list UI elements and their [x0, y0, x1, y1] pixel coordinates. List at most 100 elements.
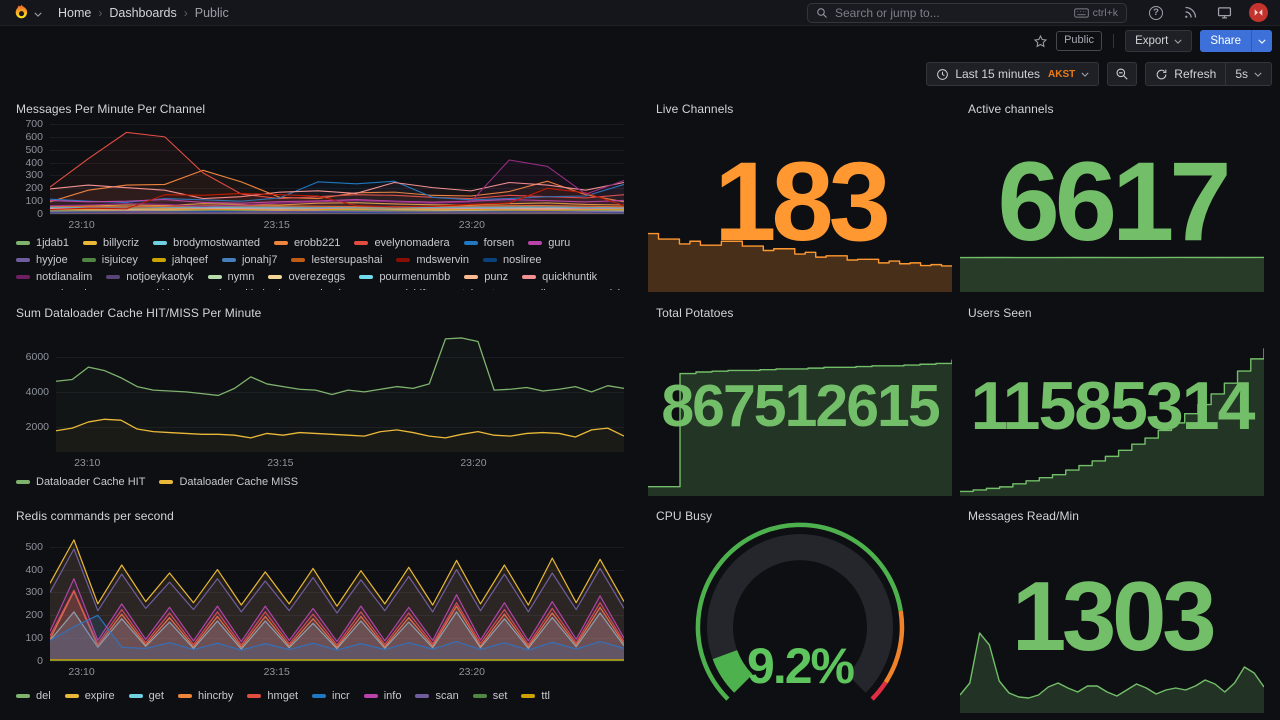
clock-icon [937, 68, 949, 80]
panel-title[interactable]: Active channels [968, 102, 1054, 116]
legend-item[interactable]: valkyrae [509, 285, 570, 291]
series-label: pourmenumbb [379, 270, 451, 283]
legend-item[interactable]: hincrby [177, 687, 233, 704]
y-axis-tick-label: 700 [25, 117, 43, 130]
news-rss-icon[interactable] [1181, 4, 1199, 22]
breadcrumb-home[interactable]: Home [58, 5, 92, 20]
time-range-picker[interactable]: Last 15 minutes AKST [926, 62, 1100, 86]
export-button[interactable]: Export [1125, 30, 1193, 52]
panel-title[interactable]: Total Potatoes [656, 306, 734, 320]
legend-item[interactable]: notdianalim [16, 268, 92, 285]
legend-item[interactable]: guru [528, 234, 570, 251]
legend-item[interactable]: evelynomadera [354, 234, 450, 251]
grafana-logo-icon [12, 3, 31, 22]
legend-item[interactable]: isjuicey [81, 251, 138, 268]
legend-item[interactable]: notjoeykaotyk [106, 268, 194, 285]
grafana-logo-menu[interactable] [12, 3, 42, 22]
legend-item[interactable]: punz [464, 268, 508, 285]
kiosk-monitor-icon[interactable] [1215, 4, 1233, 22]
series-label: evelynomadera [374, 236, 450, 249]
legend-item[interactable]: brodymostwanted [153, 234, 260, 251]
legend-item[interactable]: swordshift [359, 285, 429, 291]
series-color-swatch [16, 240, 30, 245]
legend-item[interactable]: vixl [584, 285, 620, 291]
chevron-down-icon [1174, 39, 1182, 44]
legend-item[interactable]: hyyjoe [16, 251, 68, 268]
series-color-swatch [207, 274, 222, 279]
series-label: info [383, 689, 402, 702]
legend-item[interactable]: tyburst [442, 285, 495, 291]
legend-item[interactable]: Dataloader Cache MISS [159, 473, 298, 490]
x-axis-tick-label: 23:20 [458, 665, 486, 678]
legend-item[interactable]: lestersupashai [291, 251, 382, 268]
x-axis-tick-label: 23:10 [68, 665, 95, 678]
legend-item[interactable]: Dataloader Cache HIT [16, 473, 145, 490]
sparkline[interactable] [960, 613, 1264, 713]
search-input[interactable]: Search or jump to... ctrl+k [807, 2, 1127, 23]
refresh-button[interactable]: Refresh [1146, 63, 1225, 85]
legend-item[interactable]: del [16, 687, 51, 704]
legend-item[interactable]: scan [415, 687, 459, 704]
series-label: brodymostwanted [173, 236, 260, 249]
sparkline[interactable] [648, 228, 952, 292]
legend-item[interactable]: erobb221 [273, 234, 341, 251]
legend-item[interactable]: nymn [207, 268, 254, 285]
legend-item[interactable]: quickhuntik [522, 268, 597, 285]
series-color-swatch [83, 240, 98, 245]
legend-item[interactable]: nosliree [482, 251, 542, 268]
series-label: erobb221 [293, 236, 341, 249]
legend-item[interactable]: 1jdab1 [16, 234, 69, 251]
series-label: overezeggs [288, 270, 346, 283]
zoom-out-time-button[interactable] [1107, 62, 1138, 86]
legend-item[interactable]: expire [64, 687, 115, 704]
panel-title[interactable]: Messages Per Minute Per Channel [16, 102, 206, 116]
star-favorite-button[interactable] [1033, 34, 1048, 49]
legend-item[interactable]: mdswervin [396, 251, 469, 268]
legend-item[interactable]: pourmenumbb [359, 268, 450, 285]
series-color-swatch [528, 240, 543, 245]
breadcrumb-dashboards[interactable]: Dashboards [109, 5, 177, 20]
legend-item[interactable]: get [128, 687, 164, 704]
series-label: incr [332, 689, 350, 702]
legend-item[interactable]: info [363, 687, 402, 704]
legend-item[interactable]: jahqeef [151, 251, 208, 268]
series-color-swatch [291, 257, 306, 262]
panel-title[interactable]: Users Seen [968, 306, 1032, 320]
series-color-swatch [221, 257, 236, 262]
share-button[interactable]: Share [1200, 30, 1251, 52]
top-navigation-bar: Home › Dashboards › Public Search or jum… [0, 0, 1280, 26]
panel-title[interactable]: Live Channels [656, 102, 734, 116]
sparkline[interactable] [648, 341, 952, 496]
sparkline[interactable] [960, 336, 1264, 496]
legend-item[interactable]: overezeggs [268, 268, 345, 285]
panel-title[interactable]: CPU Busy [656, 509, 713, 523]
keyboard-icon [1073, 7, 1089, 18]
legend-item[interactable]: jonahj7 [221, 251, 277, 268]
panel-title[interactable]: Redis commands per second [16, 509, 174, 523]
chevron-down-icon [1081, 72, 1089, 77]
refresh-interval-picker[interactable]: 5s [1225, 63, 1271, 85]
legend-item[interactable]: shopwithshad [193, 285, 280, 291]
series-label: get [148, 689, 164, 702]
series-label: tyburst [462, 288, 495, 291]
sparkline[interactable] [960, 256, 1264, 292]
panel-title[interactable]: Sum Dataloader Cache HIT/MISS Per Minute [16, 306, 262, 320]
help-icon[interactable]: ? [1147, 4, 1165, 22]
gauge-chart[interactable]: 9.2% [648, 521, 952, 713]
time-series-chart[interactable]: 0 100 200 300 400 500 23:10 23:15 23:20 [16, 529, 626, 677]
legend-item[interactable]: billycriz [83, 234, 139, 251]
legend-item[interactable]: hmget [247, 687, 298, 704]
legend-item[interactable]: sluurh [295, 285, 345, 291]
time-series-chart[interactable]: 0 100 200 300 400 500 600 700 23:10 23:15 23:20 [16, 117, 626, 230]
user-avatar[interactable] [1249, 3, 1268, 22]
y-axis-tick-label: 0 [37, 207, 43, 220]
legend-item[interactable]: samukkha [109, 285, 179, 291]
legend-item[interactable]: set [472, 687, 507, 704]
legend-item[interactable]: reemknocks [16, 285, 95, 291]
legend-item[interactable]: ttl [521, 687, 550, 704]
share-options-caret[interactable] [1251, 30, 1272, 52]
legend-item[interactable]: incr [312, 687, 350, 704]
legend-item[interactable]: forsen [463, 234, 514, 251]
time-series-chart[interactable]: 2000 4000 6000 23:10 23:15 23:20 [16, 326, 626, 468]
panel-title[interactable]: Messages Read/Min [968, 509, 1080, 523]
